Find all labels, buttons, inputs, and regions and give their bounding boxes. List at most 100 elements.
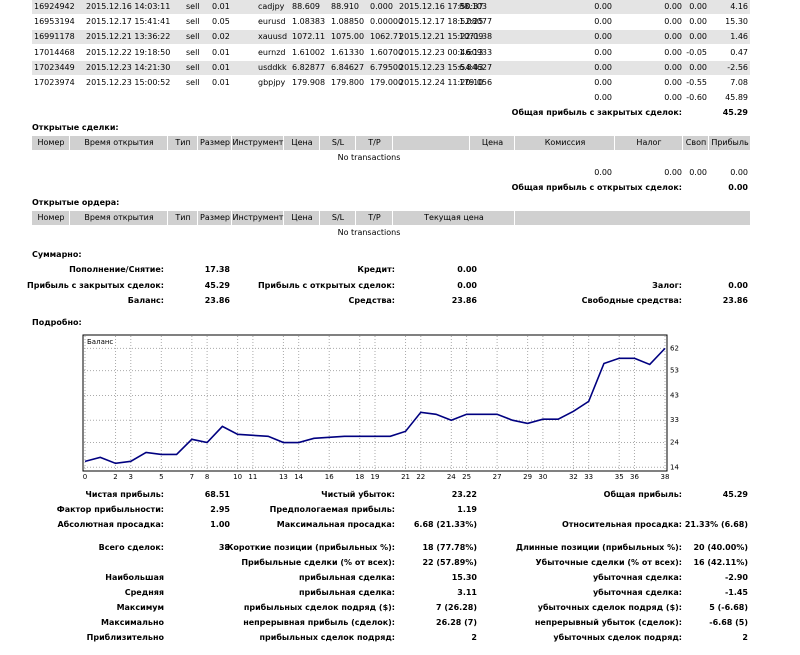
field-value: 15.30 [451,573,477,582]
field-label: Наибольшая [105,573,164,582]
trade-cell: 2015.12.21 15:22:09 [399,32,484,42]
y-tick-label: 14 [670,463,679,471]
header-cell [320,211,355,225]
trade-cell: 2015.12.24 11:20:10 [399,78,484,87]
total-cell: -0.60 [686,93,707,102]
balance-line [84,347,666,465]
trade-cell: sell [186,78,200,87]
trade-cell: 0.00 [689,32,707,42]
trade-cell: 1.60933 [459,47,493,57]
trade-cell: 1.08077 [459,17,493,27]
field-value: 7 (26.28) [436,603,477,612]
field-label: непрерывный убыток (сделок): [534,618,682,627]
trade-cell: 2015.12.23 15:54:43 [399,62,484,72]
header-cell [232,211,283,225]
column-header: Размер [199,138,231,147]
field-value: 16 (42.11%) [693,558,748,567]
field-label: Прибыль с закрытых сделок: [27,281,164,290]
trade-cell: 0.00 [689,2,707,11]
trade-cell: 2015.12.16 17:50:37 [399,2,484,11]
trade-cell: 1.08383 [292,17,326,27]
x-tick-label: 25 [462,473,471,481]
header-cell [198,136,231,150]
header-cell [515,136,614,150]
total-cell: 0.00 [689,168,707,177]
field-label: Кредит: [357,265,395,274]
field-label: Убыточные сделки (% от всех): [535,558,682,567]
empty-note: No transactions [337,228,401,237]
y-tick-label: 53 [670,367,679,375]
field-label: прибыльных сделок подряд: [259,633,395,642]
trade-cell: 16953194 [34,17,75,27]
field-label: Фактор прибыльности: [56,505,164,514]
trade-cell: 2015.12.21 13:36:22 [86,32,171,42]
trade-cell: gbpjpy [258,78,286,87]
trade-cell: 6.84627 [459,62,493,72]
total-value: 0.00 [728,183,748,192]
field-value: 2.95 [210,505,230,514]
field-value: 22 (57.89%) [422,558,477,567]
trade-cell: 1072.11 [292,32,326,42]
field-label: Средства: [348,296,395,305]
column-header: Время открытия [84,138,154,147]
column-header: Размер [199,213,231,222]
field-value: 23.22 [451,490,477,499]
trade-cell: 0.00 [689,62,707,72]
field-label: Чистая прибыль: [85,490,164,499]
x-tick-label: 35 [615,473,624,481]
header-cell [320,136,355,150]
section-title: Суммарно: [32,250,82,259]
field-label: непрерывная прибыль (сделок): [243,618,395,627]
x-tick-label: 29 [523,473,532,481]
trade-cell: 0.00 [664,62,682,72]
y-tick-label: 33 [670,416,679,424]
trade-cell: 179.000 [370,78,404,87]
total-label: Общая прибыль с закрытых сделок: [511,108,682,117]
trade-cell: 0.00 [594,17,612,27]
trade-cell: 2015.12.17 15:41:41 [86,17,171,27]
header-cell [709,136,750,150]
trade-cell: 2015.12.23 00:46:13 [399,47,484,57]
x-tick-label: 3 [129,473,133,481]
column-header: Инструмент [232,138,284,147]
field-value: 20 (40.00%) [693,543,748,552]
header-cell [168,211,197,225]
field-value: 3.11 [457,588,477,597]
field-label: Всего сделок: [98,543,164,552]
field-value: 5 (-6.68) [709,603,748,612]
trade-cell: 0.00 [664,78,682,87]
field-value: 1.00 [210,520,230,529]
trade-cell: 0.00 [594,78,612,87]
column-header: Тип [175,213,191,222]
empty-note: No transactions [337,153,401,162]
field-value: 68.51 [204,490,230,499]
header-cell [356,211,392,225]
header-cell [284,136,319,150]
trade-cell: 6.79500 [370,62,404,72]
field-label: Пополнение/Снятие: [69,265,164,274]
trade-cell: 0.01 [212,62,230,72]
column-header: S/L [331,213,345,222]
trade-cell: 0.00 [664,17,682,27]
field-value: -2.90 [724,573,748,582]
field-value: 45.29 [722,490,748,499]
field-label: Длинные позиции (прибыльных %): [515,543,682,552]
trade-cell: 179.800 [331,78,365,87]
x-tick-label: 16 [325,473,334,481]
trade-cell: 1.46 [730,32,748,42]
trade-cell: 88.910 [331,2,359,11]
field-value: 23.86 [722,296,748,305]
trade-cell: 0.47 [730,47,748,57]
column-header: Инструмент [232,213,284,222]
trade-cell: 1062.71 [370,32,404,42]
column-header: Номер [37,213,65,222]
total-cell: 0.00 [664,93,682,102]
trade-cell: sell [186,47,200,57]
x-tick-label: 19 [371,473,380,481]
field-label: убыточная сделка: [592,573,682,582]
trade-cell: 17023449 [34,62,75,72]
header-cell [615,136,682,150]
row-stripe [32,30,750,45]
